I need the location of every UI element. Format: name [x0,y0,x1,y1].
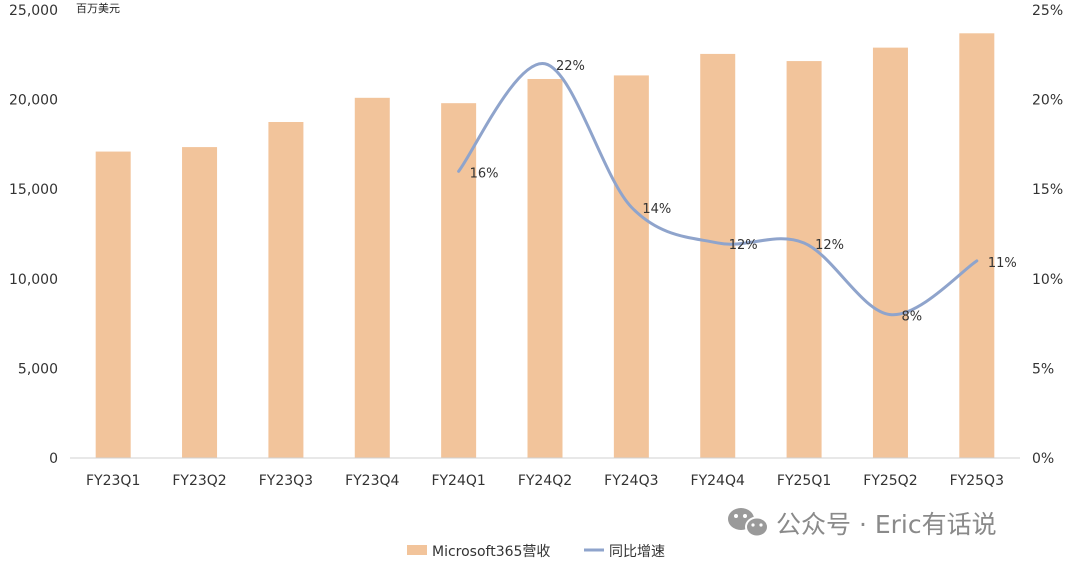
wechat-icon [728,508,769,538]
y-right-tick-label: 20% [1032,93,1063,109]
x-tick-label: FY25Q1 [777,473,831,489]
bar-fy23q2 [182,147,218,458]
y-right-tick-label: 25% [1032,3,1063,19]
bar-fy24q1 [441,103,477,459]
y-left-tick-label: 5,000 [18,361,58,377]
x-tick-label: FY25Q3 [950,473,1004,489]
y-left-tick-label: 20,000 [9,93,58,109]
legend: Microsoft365营收 同比增速 [407,544,665,560]
bar-fy25q3 [959,33,995,459]
y-left-tick-label: 15,000 [9,182,58,198]
x-tick-label: FY23Q4 [345,473,399,489]
line-label-fy25q2: 8% [901,310,922,325]
line-label-fy24q2: 22% [556,59,585,74]
bar-fy24q4 [700,53,736,459]
bar-fy24q3 [613,75,649,459]
left-axis: 0 5,000 10,000 15,000 20,000 25,000 [9,3,58,467]
x-tick-label: FY24Q2 [518,473,572,489]
y-left-tick-label: 10,000 [9,272,58,288]
x-tick-label: FY23Q2 [172,473,226,489]
unit-label: 百万美元 [76,2,120,15]
x-tick-label: FY23Q1 [86,473,140,489]
line-label-fy25q1: 12% [815,238,844,253]
legend-swatch-revenue [407,545,427,555]
watermark-text: 公众号 · Eric有话说 [776,510,997,539]
y-left-tick-label: 25,000 [9,3,58,19]
x-tick-label: FY24Q3 [604,473,658,489]
watermark: 公众号 · Eric有话说 [728,508,997,539]
y-left-tick-label: 0 [49,451,58,467]
x-tick-label: FY24Q1 [431,473,485,489]
y-right-tick-label: 10% [1032,272,1063,288]
bar-fy23q1 [95,151,131,458]
x-tick-label: FY25Q2 [863,473,917,489]
x-axis: FY23Q1 FY23Q2 FY23Q3 FY23Q4 FY24Q1 FY24Q2 FY24… [86,473,1004,489]
line-label-fy24q1: 16% [470,166,499,181]
y-right-tick-label: 15% [1032,182,1063,198]
right-axis: 0% 5% 10% 15% 20% 25% [1032,3,1063,467]
bar-fy25q1 [786,61,822,459]
bars-group [95,33,995,459]
bar-fy24q2 [527,78,563,458]
legend-label-revenue: Microsoft365营收 [432,544,550,560]
growth-line [457,62,979,317]
bar-fy25q2 [872,47,908,459]
line-label-fy24q3: 14% [642,202,671,217]
bar-fy23q4 [354,97,390,459]
y-right-tick-label: 0% [1032,451,1054,467]
line-label-fy25q3: 11% [988,256,1017,271]
y-right-tick-label: 5% [1032,361,1054,377]
line-labels-group: 16% 22% 14% 12% 12% 8% 11% [470,59,1017,325]
bar-fy23q3 [268,122,304,458]
line-label-fy24q4: 12% [729,238,758,253]
x-tick-label: FY23Q3 [259,473,313,489]
legend-label-growth: 同比增速 [609,544,665,560]
x-tick-label: FY24Q4 [691,473,745,489]
